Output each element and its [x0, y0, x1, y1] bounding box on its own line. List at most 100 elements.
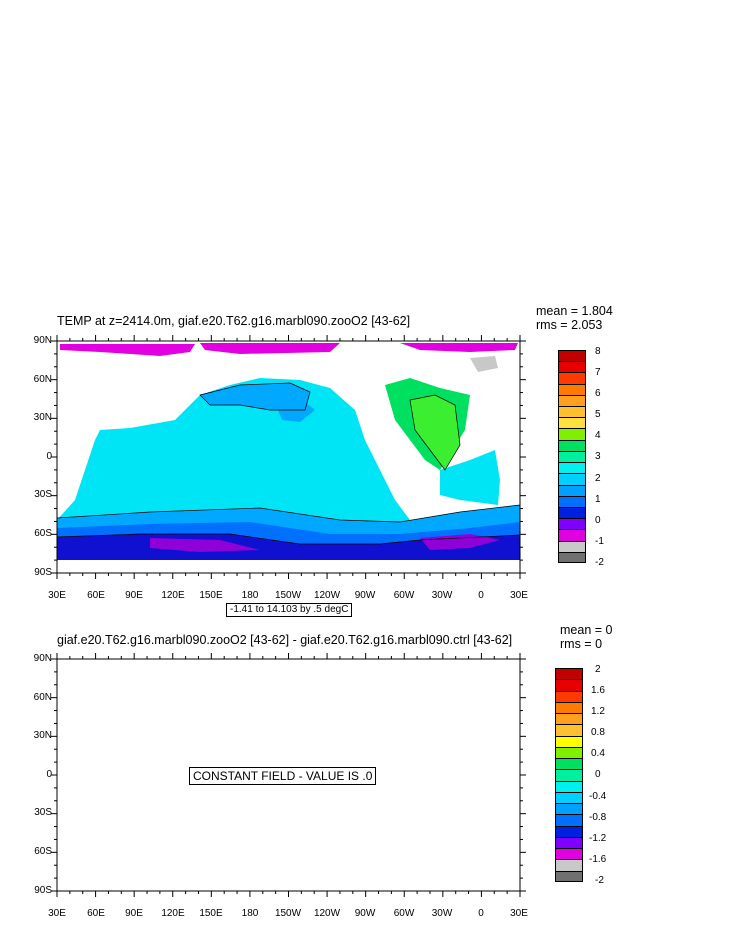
- colorbar-label: 0: [595, 769, 601, 780]
- colorbar-swatch: [555, 814, 583, 826]
- colorbar-swatch: [558, 383, 586, 395]
- lon-label: 0: [478, 908, 484, 919]
- lon-label: 30W: [431, 590, 453, 601]
- colorbar-label: 4: [595, 430, 601, 441]
- lat-label: 90S: [34, 885, 52, 896]
- colorbar-swatch: [558, 495, 586, 507]
- colorbar-swatch: [558, 439, 586, 451]
- colorbar-label: 1: [595, 494, 601, 505]
- lon-label: 90E: [125, 590, 143, 601]
- lon-label: 30E: [510, 590, 528, 601]
- lat-label: 0: [46, 451, 52, 462]
- lon-label: 90W: [354, 590, 376, 601]
- colorbar-swatch: [555, 690, 583, 702]
- lon-label: 30E: [48, 908, 66, 919]
- colorbar-label: 2: [595, 473, 601, 484]
- lon-label: 150W: [274, 590, 302, 601]
- colorbar-swatch: [555, 836, 583, 849]
- colorbar-swatch: [558, 473, 586, 485]
- colorbar-swatch: [558, 529, 586, 541]
- colorbar-swatch: [558, 506, 586, 519]
- colorbar-swatch: [555, 668, 583, 680]
- colorbar-swatch: [558, 540, 586, 552]
- colorbar-swatch: [555, 791, 583, 804]
- colorbar-label: 1.6: [591, 685, 605, 696]
- lon-label: 120W: [313, 590, 341, 601]
- colorbar-swatch: [558, 394, 586, 407]
- lon-label: 60W: [393, 590, 415, 601]
- colorbar-label: 1.2: [591, 706, 605, 717]
- panel2-rms: rms = 0: [560, 637, 603, 651]
- colorbar-label: 7: [595, 367, 601, 378]
- lon-label: 60E: [87, 590, 105, 601]
- lon-label: 180: [241, 590, 259, 601]
- colorbar-swatch: [558, 518, 586, 530]
- panel1-range-label: -1.41 to 14.103 by .5 degC: [226, 603, 353, 617]
- lat-label: 30N: [33, 730, 52, 741]
- colorbar-label: 6: [595, 388, 601, 399]
- lon-label: 150W: [274, 908, 302, 919]
- colorbar-label: -1: [595, 536, 604, 547]
- lat-label: 60N: [33, 374, 52, 385]
- colorbar-swatch: [555, 825, 583, 837]
- lon-label: 60E: [87, 908, 105, 919]
- colorbar-swatch: [555, 758, 583, 770]
- panel1-mean: mean = 1.804: [536, 304, 613, 318]
- lon-label: 90W: [354, 908, 376, 919]
- panel2-constant-field-label: CONSTANT FIELD - VALUE IS .0: [189, 767, 377, 785]
- lon-label: 120E: [161, 908, 185, 919]
- lat-label: 60N: [33, 692, 52, 703]
- colorbar-label: 0.8: [591, 727, 605, 738]
- colorbar-label: -0.8: [589, 812, 607, 823]
- colorbar-swatch: [555, 803, 583, 815]
- colorbar-swatch: [558, 372, 586, 384]
- colorbar-swatch: [558, 361, 586, 373]
- colorbar-swatch: [558, 450, 586, 463]
- colorbar-swatch: [555, 870, 583, 882]
- lon-label: 90E: [125, 908, 143, 919]
- lon-label: 30E: [510, 908, 528, 919]
- colorbar-swatch: [558, 462, 586, 474]
- lon-label: 0: [478, 590, 484, 601]
- colorbar-label: 0: [595, 515, 601, 526]
- colorbar-swatch: [558, 417, 586, 429]
- lat-label: 30S: [34, 807, 52, 818]
- colorbar-swatch: [555, 769, 583, 781]
- colorbar-swatch: [558, 484, 586, 496]
- lat-label: 30S: [34, 489, 52, 500]
- lon-label: 120E: [161, 590, 185, 601]
- panel1-contours: [56, 382, 521, 545]
- colorbar-swatch: [555, 679, 583, 691]
- panel1-colorbar: [558, 350, 586, 563]
- colorbar-swatch: [555, 724, 583, 736]
- colorbar-label: -1.2: [589, 833, 607, 844]
- lon-label: 120W: [313, 908, 341, 919]
- lat-label: 90S: [34, 567, 52, 578]
- panel1-ocean-field: [57, 341, 520, 573]
- panel1-title: TEMP at z=2414.0m, giaf.e20.T62.g16.marb…: [57, 314, 411, 328]
- colorbar-label: -2: [595, 875, 604, 886]
- panel2-ticks: [51, 653, 526, 897]
- colorbar-label: 3: [595, 451, 601, 462]
- lat-label: 60S: [34, 846, 52, 857]
- lon-label: 150E: [199, 590, 223, 601]
- lat-label: 90N: [33, 335, 52, 346]
- colorbar-label: 5: [595, 409, 601, 420]
- colorbar-swatch: [555, 746, 583, 759]
- colorbar-label: -0.4: [589, 791, 607, 802]
- colorbar-swatch: [555, 848, 583, 860]
- colorbar-label: 8: [595, 346, 601, 357]
- lon-label: 60W: [393, 908, 415, 919]
- lon-label: 30E: [48, 590, 66, 601]
- lat-label: 60S: [34, 528, 52, 539]
- lat-label: 90N: [33, 653, 52, 664]
- panel1-rms: rms = 2.053: [536, 318, 603, 332]
- colorbar-label: -2: [595, 557, 604, 568]
- panel2-colorbar: [555, 668, 583, 882]
- colorbar-swatch: [558, 428, 586, 440]
- colorbar-swatch: [558, 551, 586, 563]
- colorbar-label: 2: [595, 664, 601, 675]
- colorbar-swatch: [555, 735, 583, 747]
- colorbar-swatch: [555, 859, 583, 871]
